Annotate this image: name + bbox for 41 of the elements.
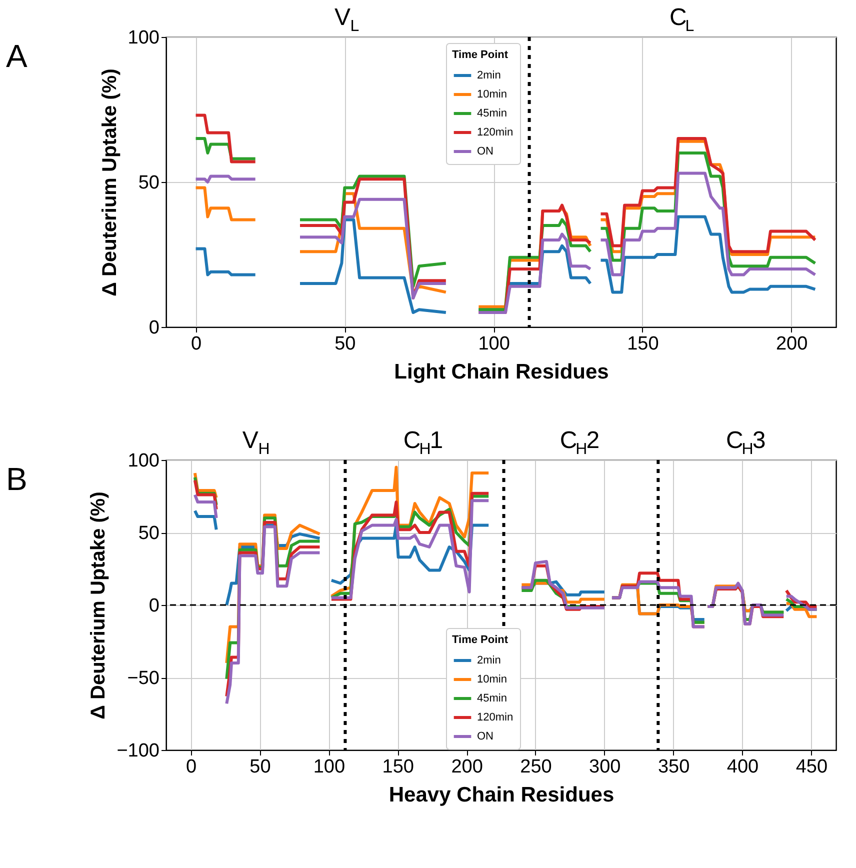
x-tick-label: 100 xyxy=(313,756,346,778)
y-tick-label: 0 xyxy=(148,596,160,616)
x-tick-label: 50 xyxy=(334,334,356,354)
x-tick-label: 300 xyxy=(589,756,621,778)
legend-label: 10min xyxy=(477,88,507,100)
legend-label: ON xyxy=(477,146,494,158)
x-tick-label: 0 xyxy=(190,334,202,354)
y-tick-label: 100 xyxy=(128,28,160,48)
x-tick-label: 450 xyxy=(796,756,828,778)
legend-label: 120min xyxy=(477,126,514,138)
x-tick-label: 150 xyxy=(627,334,659,354)
y-axis-title: Δ Deuterium Uptake (%) xyxy=(88,492,110,720)
legend-title: Time Point xyxy=(452,634,508,646)
legend-label: 120min xyxy=(477,712,514,724)
legend-label: 2min xyxy=(477,70,501,82)
chart-title: B xyxy=(6,461,28,497)
y-tick-label: 0 xyxy=(148,318,160,338)
x-tick-label: 200 xyxy=(776,334,808,354)
legend-label: 45min xyxy=(477,692,507,704)
y-tick-label: 50 xyxy=(138,172,160,194)
x-tick-label: 50 xyxy=(250,756,271,778)
legend-label: 2min xyxy=(477,654,501,666)
legend-label: 45min xyxy=(477,108,507,120)
legend-label: 10min xyxy=(477,674,507,686)
x-tick-label: 0 xyxy=(186,756,197,778)
y-tick-label: 50 xyxy=(138,523,160,544)
x-tick-label: 350 xyxy=(658,756,690,778)
y-tick-label: −100 xyxy=(116,740,160,762)
legend-label: ON xyxy=(477,730,494,742)
y-axis-title: Δ Deuterium Uptake (%) xyxy=(98,68,121,296)
legend-title: Time Point xyxy=(452,49,508,61)
x-tick-label: 100 xyxy=(478,334,510,354)
x-tick-label: 250 xyxy=(520,756,552,778)
y-tick-label: −50 xyxy=(127,668,160,689)
x-tick-label: 200 xyxy=(451,756,483,778)
x-axis-title: Heavy Chain Residues xyxy=(388,784,614,806)
x-tick-label: 150 xyxy=(382,756,414,778)
chart-title: A xyxy=(6,38,28,74)
x-tick-label: 400 xyxy=(726,756,759,778)
y-tick-label: 100 xyxy=(128,450,160,472)
x-axis-title: Light Chain Residues xyxy=(394,360,609,384)
